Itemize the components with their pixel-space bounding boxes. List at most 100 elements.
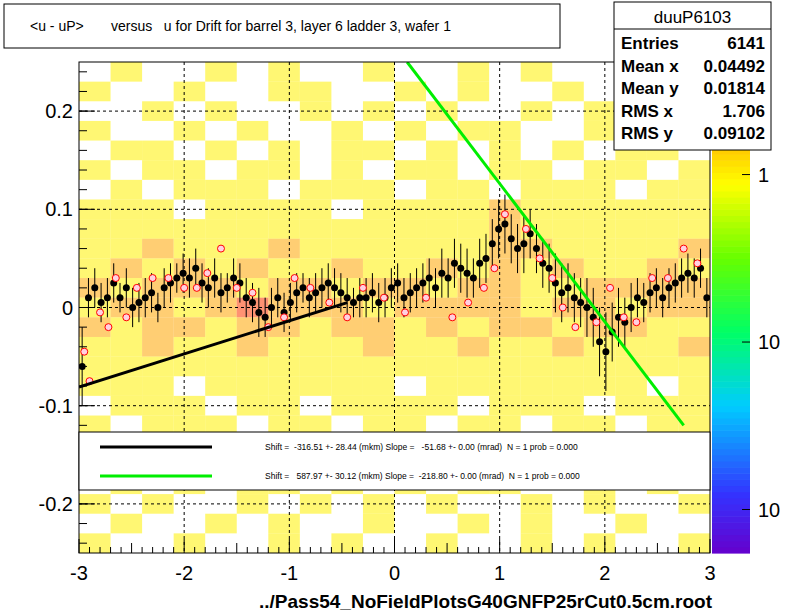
tick-label: 0 xyxy=(389,562,400,584)
heat-cell xyxy=(552,317,584,337)
heat-cell xyxy=(426,141,458,161)
heat-cell xyxy=(584,101,616,121)
minor-tick xyxy=(625,547,626,553)
minor-tick xyxy=(657,543,658,553)
stats-label: RMS x xyxy=(621,102,674,121)
heat-cell xyxy=(205,317,237,337)
heat-cell xyxy=(395,121,427,141)
profile-point xyxy=(233,284,240,291)
minor-tick xyxy=(215,547,216,553)
background xyxy=(0,0,789,616)
heat-cell xyxy=(584,278,616,298)
profile-point xyxy=(142,294,149,301)
tick xyxy=(604,539,605,553)
profile-point xyxy=(659,294,666,301)
tick-label: -2 xyxy=(175,562,193,584)
minor-tick xyxy=(436,547,437,553)
colorbar-tick xyxy=(742,342,750,343)
heat-cell xyxy=(584,239,616,259)
minor-tick xyxy=(615,547,616,553)
profile-point xyxy=(230,275,237,282)
minor-tick xyxy=(79,425,87,426)
heat-cell xyxy=(142,376,174,396)
profile-point xyxy=(217,245,224,252)
profile-point xyxy=(495,225,502,232)
tick-label: 1 xyxy=(494,562,505,584)
heat-cell xyxy=(458,317,490,337)
heat-cell xyxy=(79,219,111,239)
profile-point xyxy=(281,314,288,321)
profile-point xyxy=(536,255,543,262)
colorbar xyxy=(712,400,750,407)
heat-cell xyxy=(142,219,174,239)
profile-point xyxy=(193,284,200,291)
profile-point xyxy=(464,270,471,277)
colorbar xyxy=(712,338,750,345)
heat-cell xyxy=(79,160,111,180)
profile-point xyxy=(149,275,156,282)
heat-cell xyxy=(331,533,363,553)
profile-point xyxy=(204,270,211,277)
minor-tick xyxy=(247,547,248,553)
heat-cell xyxy=(489,376,521,396)
minor-tick xyxy=(362,547,363,553)
profile-point xyxy=(413,284,420,291)
profile-point xyxy=(117,294,124,301)
profile-point xyxy=(522,225,529,232)
profile-point xyxy=(161,284,168,291)
heat-cell xyxy=(363,514,395,534)
profile-point xyxy=(356,294,363,301)
heat-cell xyxy=(111,514,143,534)
colorbar xyxy=(712,265,750,272)
heat-cell xyxy=(458,376,490,396)
profile-point xyxy=(402,309,409,316)
minor-tick xyxy=(510,547,511,553)
heat-cell xyxy=(458,180,490,200)
minor-tick xyxy=(79,248,87,249)
minor-tick xyxy=(552,543,553,553)
profile-point xyxy=(476,260,483,267)
profile-point xyxy=(664,275,671,282)
colorbar xyxy=(712,479,750,486)
minor-tick xyxy=(278,547,279,553)
stats-value: 0.09102 xyxy=(704,124,765,143)
colorbar xyxy=(712,363,750,370)
profile-point xyxy=(388,284,395,291)
colorbar xyxy=(712,406,750,413)
heat-cell xyxy=(331,396,363,416)
profile-point xyxy=(438,270,445,277)
heat-cell xyxy=(458,514,490,534)
title: <u - uP> versus u for Drift for barrel 3… xyxy=(30,18,451,34)
heat-cell xyxy=(268,533,300,553)
profile-point xyxy=(423,294,430,301)
profile-point xyxy=(224,284,231,291)
minor-tick xyxy=(583,547,584,553)
heat-cell xyxy=(615,219,647,239)
colorbar xyxy=(712,443,750,450)
profile-point xyxy=(457,265,464,272)
colorbar xyxy=(712,350,750,357)
profile-point xyxy=(268,304,275,311)
heat-cell xyxy=(174,160,206,180)
heat-cell xyxy=(142,337,174,357)
minor-tick xyxy=(310,547,311,553)
profile-point xyxy=(508,235,515,242)
heat-cell xyxy=(331,141,363,161)
profile-point xyxy=(445,275,452,282)
legend-box xyxy=(79,432,710,490)
profile-point xyxy=(291,275,298,282)
heat-cell xyxy=(426,357,458,377)
heat-cell xyxy=(331,160,363,180)
heat-cell xyxy=(678,317,710,337)
minor-tick xyxy=(79,405,87,406)
heat-cell xyxy=(552,180,584,200)
profile-point xyxy=(489,240,496,247)
minor-tick xyxy=(489,547,490,553)
minor-tick xyxy=(79,111,87,112)
profile-point xyxy=(307,284,314,291)
profile-point xyxy=(451,260,458,267)
heat-cell xyxy=(678,180,710,200)
heat-cell xyxy=(552,141,584,161)
tick-label: -1 xyxy=(280,562,298,584)
heat-cell xyxy=(678,219,710,239)
